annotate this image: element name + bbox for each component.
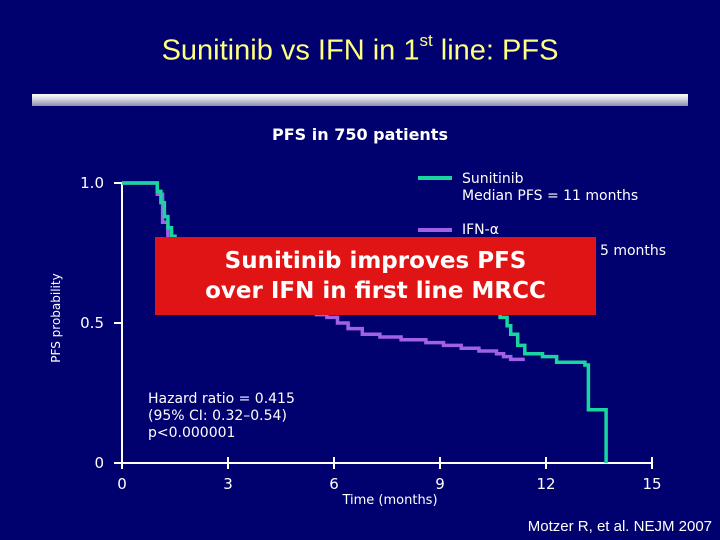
hazard-ratio-note: Hazard ratio = 0.415 (95% CI: 0.32–0.54)… (148, 391, 295, 442)
title-divider (32, 94, 688, 106)
hazard-ratio-line-2: (95% CI: 0.32–0.54) (148, 408, 287, 424)
title-main: Sunitinib vs IFN in 1 (161, 34, 420, 67)
hazard-ratio-line-1: Hazard ratio = 0.415 (148, 391, 295, 407)
title-end: line: PFS (432, 34, 559, 67)
x-tick-label: 12 (536, 475, 555, 493)
conclusion-text: Sunitinib improves PFS over IFN in first… (155, 246, 596, 306)
legend-ifn-note: 5 months (600, 243, 667, 259)
x-tick-label: 9 (435, 475, 445, 493)
y-tick-label: 1.0 (80, 174, 104, 192)
y-axis-label: PFS probability (49, 273, 63, 362)
conclusion-callout (155, 237, 596, 315)
x-tick-label: 0 (117, 475, 127, 493)
x-tick-label: 6 (329, 475, 339, 493)
title-superscript: st (419, 31, 433, 50)
chart-axes: 0 3 6 9 12 15 0 0.5 1.0 (80, 174, 661, 493)
citation: Motzer R, et al. NEJM 2007 (527, 518, 712, 535)
conclusion-line-1: Sunitinib improves PFS (224, 248, 527, 274)
chart-subtitle: PFS in 750 patients (272, 125, 448, 144)
x-tick-label: 3 (223, 475, 233, 493)
legend-sunitinib-note: Median PFS = 11 months (462, 188, 639, 204)
x-tick-label: 15 (642, 475, 661, 493)
y-tick-label: 0 (94, 454, 104, 472)
slide-title: Sunitinib vs IFN in 1st line: PFS (0, 31, 720, 68)
conclusion-line-2: over IFN in first line MRCC (205, 278, 546, 304)
x-axis-label: Time (months) (341, 493, 437, 508)
legend-sunitinib-name: Sunitinib (462, 171, 524, 187)
legend-ifn: IFN-α (462, 222, 499, 239)
hazard-ratio-line-3: p<0.000001 (148, 425, 236, 441)
legend-ifn-name: IFN-α (462, 222, 499, 238)
legend-sunitinib: Sunitinib Median PFS = 11 months (462, 171, 638, 205)
y-tick-label: 0.5 (80, 314, 104, 332)
